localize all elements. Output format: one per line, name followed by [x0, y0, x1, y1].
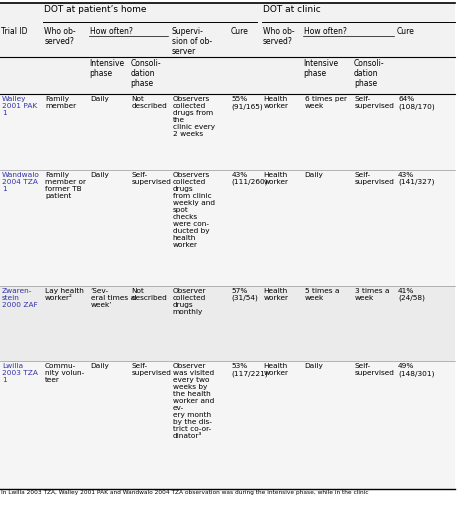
Text: Self-
supervised: Self- supervised [131, 363, 171, 376]
Text: Supervi-
sion of ob-
server: Supervi- sion of ob- server [171, 27, 211, 56]
Text: Intensive
phase: Intensive phase [89, 59, 125, 78]
Text: Family
member or
former TB
patient: Family member or former TB patient [45, 172, 86, 199]
Text: Trial ID: Trial ID [1, 27, 27, 36]
Bar [0, 94, 454, 170]
Bar [0, 25, 454, 57]
Bar [0, 57, 454, 94]
Bar [0, 286, 454, 361]
Text: Consoli-
dation
phase: Consoli- dation phase [353, 59, 384, 88]
Text: Commu-
nity volun-
teer: Commu- nity volun- teer [45, 363, 84, 383]
Text: 41%
(24/58): 41% (24/58) [397, 288, 424, 301]
Text: Self-
supervised: Self- supervised [354, 96, 394, 109]
Text: Who ob-
served?: Who ob- served? [262, 27, 294, 46]
Text: Self-
supervised: Self- supervised [354, 363, 394, 376]
Text: Consoli-
dation
phase: Consoli- dation phase [131, 59, 161, 88]
Text: Lwilla
2003 TZA
1: Lwilla 2003 TZA 1 [2, 363, 38, 383]
Text: Who ob-
served?: Who ob- served? [44, 27, 75, 46]
Text: 64%
(108/170): 64% (108/170) [397, 96, 434, 110]
Bar [0, 170, 454, 286]
Text: 43%
(111/260): 43% (111/260) [232, 172, 268, 185]
Text: DOT at patient’s home: DOT at patient’s home [44, 5, 146, 14]
Text: 55%
(91/165): 55% (91/165) [232, 96, 263, 110]
Text: 57%
(31/54): 57% (31/54) [232, 288, 258, 301]
Text: Daily: Daily [304, 172, 323, 178]
Text: 5 times a
week: 5 times a week [304, 288, 338, 301]
Text: Self-
supervised: Self- supervised [354, 172, 394, 185]
Text: 43%
(141/327): 43% (141/327) [397, 172, 433, 185]
Text: Wandwalo
2004 TZA
1: Wandwalo 2004 TZA 1 [2, 172, 40, 191]
Bar [0, 361, 454, 489]
Text: 6 times per
week: 6 times per week [304, 96, 346, 109]
Text: Health
worker: Health worker [263, 288, 288, 301]
Text: Daily: Daily [304, 363, 323, 369]
Text: Lay health
worker²: Lay health worker² [45, 288, 84, 301]
Text: Zwaren-
stein
2000 ZAF: Zwaren- stein 2000 ZAF [2, 288, 38, 308]
Text: Health
worker: Health worker [263, 363, 288, 376]
Text: Daily: Daily [90, 172, 109, 178]
Text: Cure: Cure [396, 27, 414, 36]
Text: How often?: How often? [89, 27, 132, 36]
Text: Observers
collected
drugs from
the
clinic every
2 weeks: Observers collected drugs from the clini… [172, 96, 214, 137]
Text: In Lwilla 2003 TZA, Walley 2001 PAK and Wandwalo 2004 TZA observation was during: In Lwilla 2003 TZA, Walley 2001 PAK and … [1, 490, 368, 495]
Text: Health
worker: Health worker [263, 96, 288, 109]
Text: Daily: Daily [90, 363, 109, 369]
Text: Observer
was visited
every two
weeks by
the health
worker and
ev-
ery month
by t: Observer was visited every two weeks by … [172, 363, 213, 439]
Text: Not
described: Not described [131, 288, 167, 301]
Text: Daily: Daily [90, 96, 109, 102]
Text: DOT at clinic: DOT at clinic [262, 5, 320, 14]
Text: Cure: Cure [231, 27, 248, 36]
Text: 3 times a
week: 3 times a week [354, 288, 388, 301]
Text: Not
described: Not described [131, 96, 167, 109]
Text: Observers
collected
drugs
from clinic
weekly and
spot
checks
were con-
ducted by: Observers collected drugs from clinic we… [172, 172, 214, 248]
Text: Self-
supervised: Self- supervised [131, 172, 171, 185]
Text: Family
member: Family member [45, 96, 76, 109]
Text: Walley
2001 PAK
1: Walley 2001 PAK 1 [2, 96, 37, 116]
Text: Health
worker: Health worker [263, 172, 288, 185]
Text: Observer
collected
drugs
monthly: Observer collected drugs monthly [172, 288, 206, 315]
Bar [0, 3, 454, 25]
Text: 49%
(148/301): 49% (148/301) [397, 363, 433, 377]
Text: How often?: How often? [303, 27, 346, 36]
Text: 53%
(117/221): 53% (117/221) [232, 363, 268, 377]
Text: Intensive
phase: Intensive phase [303, 59, 338, 78]
Text: ‘Sev-
eral times a
week’: ‘Sev- eral times a week’ [90, 288, 134, 308]
